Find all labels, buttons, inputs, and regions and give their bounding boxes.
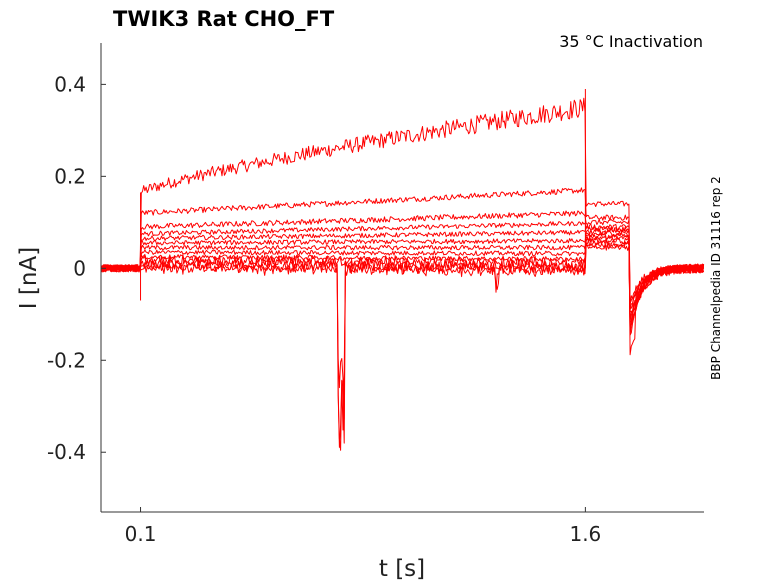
current-trace-1 — [100, 97, 705, 307]
chart-subtitle: 35 °C Inactivation — [559, 32, 703, 51]
current-trace-13 — [100, 244, 704, 451]
y-tick-label: 0 — [73, 256, 86, 280]
current-trace-9 — [100, 235, 704, 329]
current-trace-12 — [100, 242, 704, 420]
current-trace-4 — [100, 221, 705, 311]
y-axis-label: I [nA] — [16, 247, 42, 309]
current-trace-8 — [100, 233, 705, 324]
x-axis-label: t [s] — [379, 556, 425, 582]
current-trace-2 — [100, 187, 705, 304]
y-tick-label: -0.2 — [47, 348, 86, 372]
y-tick-label: -0.4 — [47, 440, 86, 464]
y-tick-label: 0.4 — [54, 72, 86, 96]
side-label: BBP Channelpedia ID 31116 rep 2 — [709, 176, 723, 380]
current-trace-5 — [100, 226, 705, 310]
current-trace-3 — [100, 210, 705, 356]
x-tick-label: 0.1 — [125, 522, 157, 546]
ticks-group: 0.1 1.6 0.4 0.2 0 -0.2 -0.4 — [47, 72, 601, 546]
current-trace-10 — [100, 237, 704, 326]
y-tick-label: 0.2 — [54, 164, 86, 188]
current-trace-11 — [100, 239, 705, 448]
current-trace-6 — [100, 228, 705, 313]
x-tick-label: 1.6 — [569, 522, 601, 546]
chart-title: TWIK3 Rat CHO_FT — [113, 7, 335, 31]
traces-group — [100, 88, 705, 451]
